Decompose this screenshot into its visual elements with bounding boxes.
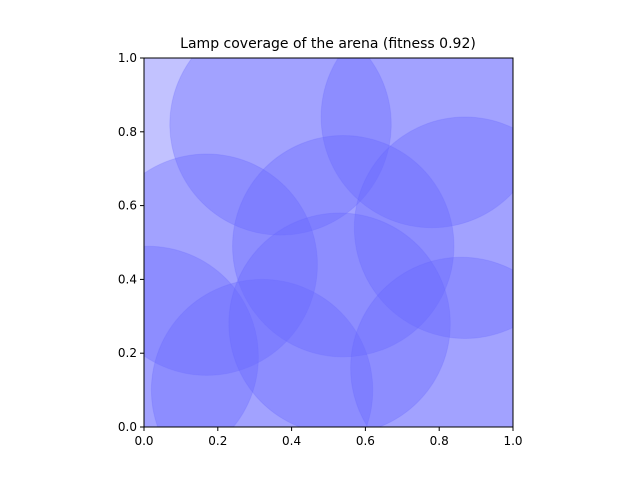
lamp-circle-3 [144,153,318,376]
y-tick-label: 0.4 [118,272,137,286]
lamp-circle-2 [320,58,513,229]
x-tick-label: 0.0 [134,434,153,448]
x-tick-label: 0.4 [282,434,301,448]
chart-title: Lamp coverage of the arena (fitness 0.92… [180,36,476,52]
plot-background [144,58,513,427]
y-tick-label: 1.0 [118,51,137,65]
y-tick-label: 0.8 [118,125,137,139]
y-tick-label: 0.2 [118,346,137,360]
lamp-circle-6 [144,245,259,427]
x-tick-label: 0.2 [208,434,227,448]
y-tick-label: 0.0 [118,420,137,434]
x-axis: 0.0 0.2 0.4 0.6 0.8 1.0 [134,427,523,448]
plot-frame [143,57,514,428]
y-tick-label: 0.6 [118,199,137,213]
x-tick-label: 1.0 [503,434,522,448]
lamp-circle-9 [350,256,513,427]
x-tick-label: 0.8 [430,434,449,448]
lamp-circle-1 [169,58,392,236]
lamp-circle-4 [232,134,455,358]
lamp-circle-5 [353,116,513,339]
lamp-circle-7 [150,278,374,427]
lamp-circle-8 [228,212,451,427]
y-axis: 0.0 0.2 0.4 0.6 0.8 1.0 [118,51,144,434]
lamp-circles [144,58,513,427]
x-tick-label: 0.6 [356,434,375,448]
